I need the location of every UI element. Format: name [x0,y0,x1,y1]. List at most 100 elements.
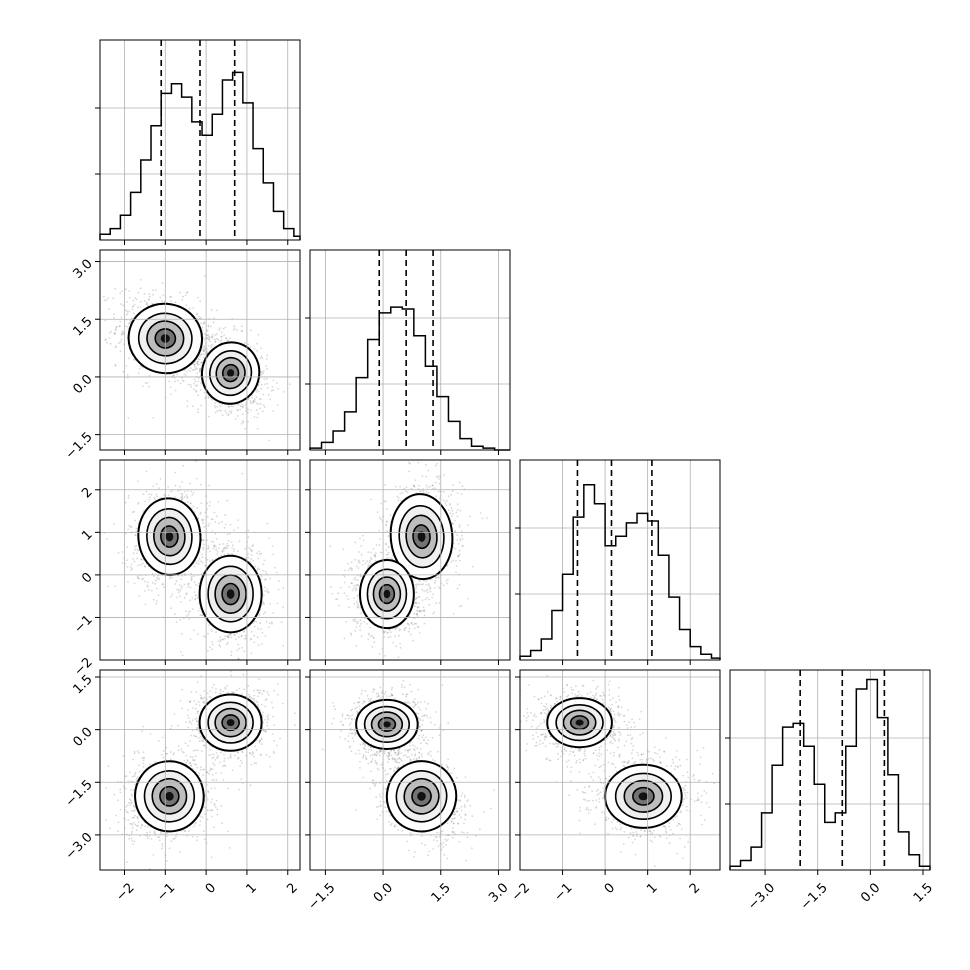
scatter-point [232,550,235,552]
scatter-point [183,597,186,599]
scatter-point [260,387,263,390]
scatter-point [224,635,227,637]
scatter-point [420,490,422,492]
scatter-point [457,555,459,557]
scatter-point [103,295,105,298]
scatter-point [225,663,227,665]
scatter-point [132,552,135,555]
scatter-point [379,551,382,554]
scatter-point [207,324,210,327]
scatter-point [264,634,267,637]
scatter-point [220,335,223,338]
scatter-point [486,517,488,519]
scatter-point [405,486,408,489]
scatter-point [399,499,402,502]
scatter-point [372,636,375,639]
scatter-point [423,590,425,592]
scatter-point [212,333,214,336]
scatter-point [210,540,213,543]
scatter-point [355,600,358,603]
scatter-point [136,480,139,483]
scatter-point [119,292,122,295]
scatter-point [191,575,193,578]
scatter-point [214,334,217,337]
scatter-point [208,338,211,341]
scatter-point [271,386,274,388]
scatter-point [133,510,136,513]
scatter-point [187,501,189,503]
scatter-point [263,678,265,680]
scatter-point [226,533,229,536]
scatter-point [127,323,130,325]
scatter-point [206,337,209,339]
scatter-point [187,613,190,616]
scatter-point [197,585,199,587]
scatter-point [413,485,415,487]
scatter-point [243,630,246,632]
scatter-point [455,571,457,574]
scatter-point [417,484,420,487]
scatter-point [454,530,456,532]
scatter-point [457,555,459,558]
scatter-point [200,382,202,385]
scatter-point [209,336,211,339]
scatter-point [452,559,455,562]
scatter-point [193,591,196,593]
scatter-point [268,439,271,442]
scatter-point [374,555,377,557]
scatter-point [222,638,225,641]
scatter-point [362,534,364,537]
scatter-point [136,557,139,560]
scatter-point [250,681,252,683]
scatter-point [422,606,425,609]
scatter-point [251,402,254,404]
scatter-point [256,388,259,391]
scatter-point [192,307,195,309]
scatter-point [459,539,462,542]
scatter-point [237,636,240,639]
scatter-point [458,605,461,608]
scatter-point [183,583,186,586]
scatter-point [394,485,397,488]
scatter-point [167,485,170,488]
scatter-point [247,411,249,414]
scatter-point [386,508,388,510]
scatter-point [113,313,115,315]
scatter-point [366,560,368,563]
scatter-point [385,520,388,523]
scatter-point [199,560,202,563]
scatter-point [211,630,213,633]
scatter-point [461,545,464,548]
scatter-point [451,509,454,512]
hist-3-frame [729,669,931,871]
scatter-point [203,525,206,528]
scatter-point [202,350,205,352]
scatter-point [175,580,178,583]
scatter-point [180,498,183,501]
scatter-point [136,552,139,555]
scatter-point [272,410,274,412]
scatter-point [227,414,230,417]
scatter-point [418,595,421,598]
scatter-point [373,641,376,644]
scatter-point [199,300,202,303]
scatter-point [202,349,204,351]
scatter-point [437,576,440,579]
scatter-point [199,511,202,514]
scatter-point [427,469,430,472]
scatter-point [167,494,170,496]
scatter-point [266,367,268,370]
scatter-point [387,545,390,548]
scatter-point [417,583,420,586]
scatter-point [198,358,201,361]
scatter-point [270,389,273,392]
scatter-point [209,550,211,553]
scatter-point [438,497,441,500]
scatter-point [190,578,193,581]
scatter-point [174,613,176,616]
scatter-point [136,575,139,577]
scatter-point [250,630,253,633]
p-1-0 [95,249,301,455]
scatter-point [206,350,209,353]
scatter-point [198,557,201,560]
